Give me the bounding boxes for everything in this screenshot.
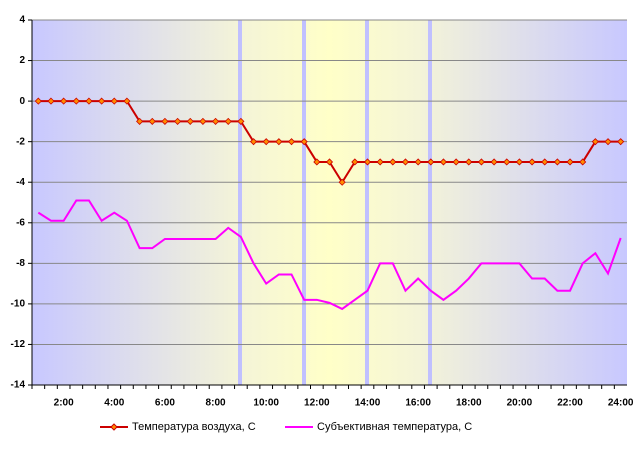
point <box>477 158 485 166</box>
y-tick-label: 2 <box>19 55 25 66</box>
point <box>224 117 232 125</box>
point <box>325 158 334 166</box>
x-tick-label: 16:00 <box>405 398 431 409</box>
point <box>553 158 561 166</box>
point <box>363 158 372 166</box>
point <box>249 138 258 146</box>
point <box>275 138 283 146</box>
y-tick-label: -8 <box>16 258 25 269</box>
y-tick-label: -4 <box>16 177 25 188</box>
point <box>237 117 245 125</box>
x-tick-label: 24:00 <box>608 398 634 409</box>
point <box>136 117 144 125</box>
point <box>566 158 574 166</box>
point <box>34 97 42 105</box>
point <box>199 117 207 125</box>
point <box>604 138 612 146</box>
point <box>439 158 448 166</box>
x-tick-label: 2:00 <box>54 398 74 409</box>
point <box>452 158 460 166</box>
point <box>85 97 93 105</box>
point <box>60 97 68 105</box>
legend-marker <box>110 423 118 431</box>
point <box>515 158 523 166</box>
point <box>389 158 397 166</box>
x-tick-label: 8:00 <box>206 398 226 409</box>
point <box>161 117 169 125</box>
series-line <box>37 199 622 311</box>
y-tick-label: -10 <box>11 299 26 310</box>
point <box>262 138 270 146</box>
x-tick-label: 12:00 <box>304 398 330 409</box>
y-tick-label: -2 <box>16 136 25 147</box>
y-tick-label: 4 <box>19 15 25 26</box>
point <box>186 117 194 125</box>
point <box>174 117 182 125</box>
point <box>401 158 410 166</box>
point <box>351 158 359 166</box>
point <box>503 158 511 166</box>
point <box>313 158 321 166</box>
y-tick-label: -6 <box>16 217 25 228</box>
point <box>338 178 346 186</box>
x-tick-label: 4:00 <box>104 398 124 409</box>
y-tick-label: 0 <box>19 96 25 107</box>
plot-area <box>32 20 627 385</box>
point <box>47 97 55 105</box>
point <box>414 158 422 166</box>
point <box>528 158 536 166</box>
daylight-markers <box>238 20 432 385</box>
point <box>490 158 498 166</box>
x-tick-label: 6:00 <box>155 398 175 409</box>
point <box>427 158 435 166</box>
point <box>591 138 599 146</box>
point <box>148 117 156 125</box>
point <box>465 158 473 166</box>
x-tick-label: 14:00 <box>355 398 381 409</box>
x-tick-label: 22:00 <box>557 398 583 409</box>
point <box>541 158 549 166</box>
point <box>300 138 308 146</box>
point <box>110 97 118 105</box>
point <box>579 158 587 166</box>
point <box>376 158 384 166</box>
point <box>72 97 80 105</box>
legend-label: Температура воздуха, С <box>132 421 256 433</box>
x-tick-label: 18:00 <box>456 398 482 409</box>
x-tick-label: 10:00 <box>253 398 279 409</box>
point <box>98 97 106 105</box>
y-tick-label: -12 <box>11 339 26 350</box>
point <box>617 138 625 146</box>
point <box>211 117 220 125</box>
point <box>287 138 296 146</box>
x-tick-label: 20:00 <box>507 398 533 409</box>
legend-label: Субъективная температура, С <box>317 421 472 433</box>
y-tick-label: -14 <box>11 380 26 391</box>
point <box>123 97 131 105</box>
